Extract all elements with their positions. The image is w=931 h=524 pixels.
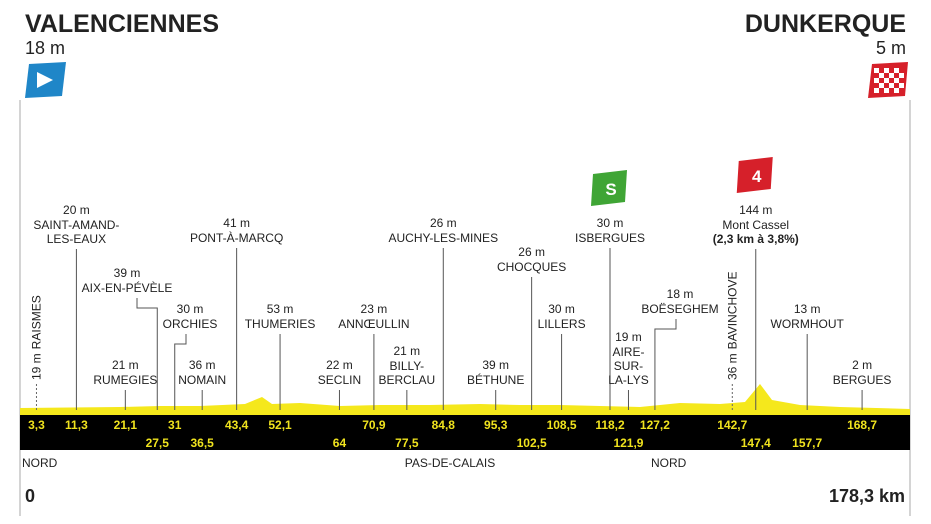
region-label: PAS-DE-CALAIS xyxy=(405,456,495,470)
waypoint-name: (2,3 km à 3,8%) xyxy=(713,232,799,246)
waypoint-name: ANNŒULLIN xyxy=(338,317,409,331)
waypoint-altitude: 26 m xyxy=(430,216,457,230)
waypoint-name: PONT-À-MARCQ xyxy=(190,230,283,245)
waypoint-name: RAISMES xyxy=(29,295,43,349)
waypoint-line xyxy=(654,319,677,410)
badge-label: S xyxy=(605,180,616,199)
waypoint-name: NOMAIN xyxy=(178,373,226,387)
waypoint-altitude: 41 m xyxy=(223,216,250,230)
waypoint-altitude: 19 m xyxy=(615,330,642,344)
waypoint-line xyxy=(136,298,158,410)
waypoint-altitude: 53 m xyxy=(267,302,294,316)
waypoint-name: SECLIN xyxy=(318,373,361,387)
waypoint-altitude: 144 m xyxy=(739,203,772,217)
km-label: 77,5 xyxy=(395,436,419,450)
waypoint-name: BERCLAU xyxy=(379,373,436,387)
km-label: 84,8 xyxy=(432,418,456,432)
km-label: 127,2 xyxy=(640,418,670,432)
waypoint-name: AUCHY-LES-MINES xyxy=(388,231,498,245)
badge xyxy=(736,157,773,193)
waypoint-altitude: 21 m xyxy=(394,344,421,358)
waypoint-name: BERGUES xyxy=(833,373,892,387)
waypoint-altitude: 36 m xyxy=(725,353,739,380)
km-bar xyxy=(20,415,910,450)
badge-label: 4 xyxy=(752,167,762,186)
km-label: 118,2 xyxy=(595,418,625,432)
waypoint-name: AIRE- xyxy=(612,345,644,359)
start-flag xyxy=(25,62,66,98)
waypoint-name: THUMERIES xyxy=(245,317,316,331)
km-label: 95,3 xyxy=(484,418,508,432)
km-label: 52,1 xyxy=(268,418,292,432)
region-label: NORD xyxy=(22,456,58,470)
waypoint-name: CHOCQUES xyxy=(497,260,566,274)
km-label: 108,5 xyxy=(547,418,577,432)
waypoint-altitude: 39 m xyxy=(482,358,509,372)
km-label: 31 xyxy=(168,418,182,432)
km-label: 64 xyxy=(333,436,347,450)
waypoint-altitude: 26 m xyxy=(518,245,545,259)
waypoint-name: BAVINCHOVE xyxy=(725,272,739,350)
km-label: 43,4 xyxy=(225,418,249,432)
waypoint-name: AIX-EN-PÉVÈLE xyxy=(82,280,173,295)
start-altitude: 18 m xyxy=(25,38,65,58)
waypoint-altitude: 22 m xyxy=(326,358,353,372)
waypoint-label: 36 m BAVINCHOVE xyxy=(725,272,739,380)
waypoint-name: BOËSEGHEM xyxy=(641,302,718,316)
waypoint-name: WORMHOUT xyxy=(771,317,845,331)
elevation-profile xyxy=(20,384,910,415)
finish-altitude: 5 m xyxy=(876,38,906,58)
km-label: 70,9 xyxy=(362,418,386,432)
km-label: 3,3 xyxy=(28,418,45,432)
waypoint-line xyxy=(174,334,187,410)
km-label: 36,5 xyxy=(191,436,215,450)
waypoint-name: ISBERGUES xyxy=(575,231,645,245)
waypoint-name: BÉTHUNE xyxy=(467,372,524,387)
start-name: VALENCIENNES xyxy=(25,10,219,38)
waypoint-altitude: 30 m xyxy=(548,302,575,316)
finish-flag xyxy=(868,62,908,98)
km-label: 168,7 xyxy=(847,418,877,432)
badge xyxy=(591,170,628,206)
distance-start: 0 xyxy=(25,486,35,506)
waypoint-altitude: 21 m xyxy=(112,358,139,372)
waypoint-altitude: 30 m xyxy=(177,302,204,316)
waypoint-name: SAINT-AMAND- xyxy=(33,218,119,232)
waypoint-label: 19 m RAISMES xyxy=(29,295,43,380)
waypoint-altitude: 30 m xyxy=(597,216,624,230)
distance-total: 178,3 km xyxy=(829,486,905,506)
waypoint-name: ORCHIES xyxy=(163,317,218,331)
km-label: 11,3 xyxy=(65,418,88,432)
km-label: 142,7 xyxy=(717,418,747,432)
waypoint-altitude: 20 m xyxy=(63,203,90,217)
waypoint-altitude: 39 m xyxy=(114,266,141,280)
waypoint-name: SUR- xyxy=(614,359,643,373)
finish-name: DUNKERQUE xyxy=(745,10,906,38)
region-label: NORD xyxy=(651,456,687,470)
waypoint-altitude: 19 m xyxy=(29,353,43,380)
km-label: 121,9 xyxy=(613,436,643,450)
waypoint-name: RUMEGIES xyxy=(93,373,157,387)
waypoint-altitude: 18 m xyxy=(667,287,694,301)
waypoint-altitude: 13 m xyxy=(794,302,821,316)
waypoint-altitude: 2 m xyxy=(852,358,872,372)
waypoint-name: Mont Cassel xyxy=(722,218,789,232)
km-label: 157,7 xyxy=(792,436,822,450)
waypoint-name: BILLY- xyxy=(389,359,424,373)
waypoint-name: LES-EAUX xyxy=(47,232,106,246)
km-label: 27,5 xyxy=(146,436,170,450)
waypoint-altitude: 23 m xyxy=(361,302,388,316)
km-label: 147,4 xyxy=(741,436,771,450)
waypoint-altitude: 36 m xyxy=(189,358,216,372)
waypoint-name: LA-LYS xyxy=(608,373,648,387)
km-label: 21,1 xyxy=(114,418,138,432)
km-label: 102,5 xyxy=(517,436,547,450)
waypoint-name: LILLERS xyxy=(538,317,586,331)
